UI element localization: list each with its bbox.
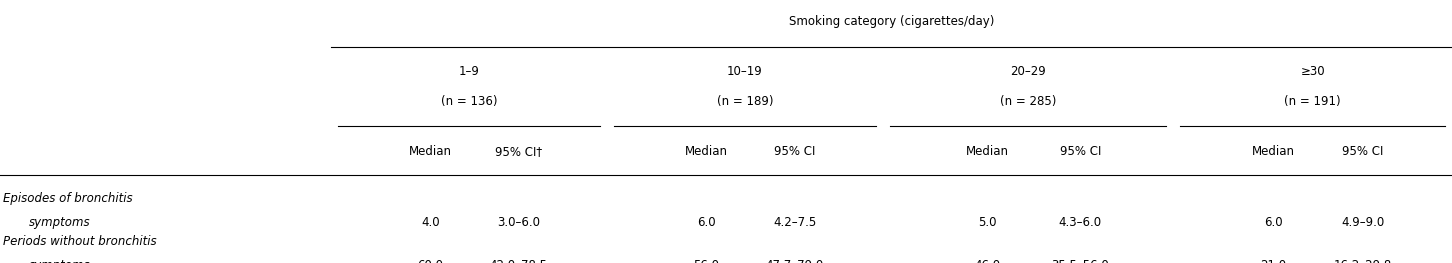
Text: ≥30: ≥30 bbox=[1301, 64, 1324, 78]
Text: 42.0–78.5: 42.0–78.5 bbox=[489, 259, 547, 263]
Text: 10–19: 10–19 bbox=[727, 64, 762, 78]
Text: 46.0: 46.0 bbox=[974, 259, 1000, 263]
Text: 4.0: 4.0 bbox=[421, 216, 440, 229]
Text: Median: Median bbox=[685, 145, 727, 158]
Text: 95% CI: 95% CI bbox=[1060, 145, 1101, 158]
Text: symptoms: symptoms bbox=[29, 259, 90, 263]
Text: 4.2–7.5: 4.2–7.5 bbox=[772, 216, 816, 229]
Text: Smoking category (cigarettes/day): Smoking category (cigarettes/day) bbox=[788, 14, 995, 28]
Text: 1–9: 1–9 bbox=[459, 64, 479, 78]
Text: 3.0–6.0: 3.0–6.0 bbox=[497, 216, 540, 229]
Text: 21.0: 21.0 bbox=[1260, 259, 1286, 263]
Text: 5.0: 5.0 bbox=[979, 216, 996, 229]
Text: 95% CI: 95% CI bbox=[1342, 145, 1384, 158]
Text: 6.0: 6.0 bbox=[697, 216, 716, 229]
Text: 47.7–79.0: 47.7–79.0 bbox=[765, 259, 823, 263]
Text: Median: Median bbox=[409, 145, 452, 158]
Text: 60.0: 60.0 bbox=[417, 259, 443, 263]
Text: 16.2–29.8: 16.2–29.8 bbox=[1334, 259, 1392, 263]
Text: (n = 189): (n = 189) bbox=[717, 95, 772, 108]
Text: 20–29: 20–29 bbox=[1011, 64, 1045, 78]
Text: 56.0: 56.0 bbox=[693, 259, 719, 263]
Text: symptoms: symptoms bbox=[29, 216, 90, 229]
Text: Median: Median bbox=[1252, 145, 1295, 158]
Text: Median: Median bbox=[966, 145, 1009, 158]
Text: 95% CI: 95% CI bbox=[774, 145, 815, 158]
Text: 4.3–6.0: 4.3–6.0 bbox=[1059, 216, 1102, 229]
Text: 6.0: 6.0 bbox=[1265, 216, 1284, 229]
Text: (n = 191): (n = 191) bbox=[1285, 95, 1340, 108]
Text: 95% CI†: 95% CI† bbox=[495, 145, 542, 158]
Text: Episodes of bronchitis: Episodes of bronchitis bbox=[3, 192, 132, 205]
Text: (n = 285): (n = 285) bbox=[1000, 95, 1056, 108]
Text: 35.5–56.0: 35.5–56.0 bbox=[1051, 259, 1109, 263]
Text: (n = 136): (n = 136) bbox=[441, 95, 497, 108]
Text: Periods without bronchitis: Periods without bronchitis bbox=[3, 235, 157, 249]
Text: 4.9–9.0: 4.9–9.0 bbox=[1342, 216, 1384, 229]
